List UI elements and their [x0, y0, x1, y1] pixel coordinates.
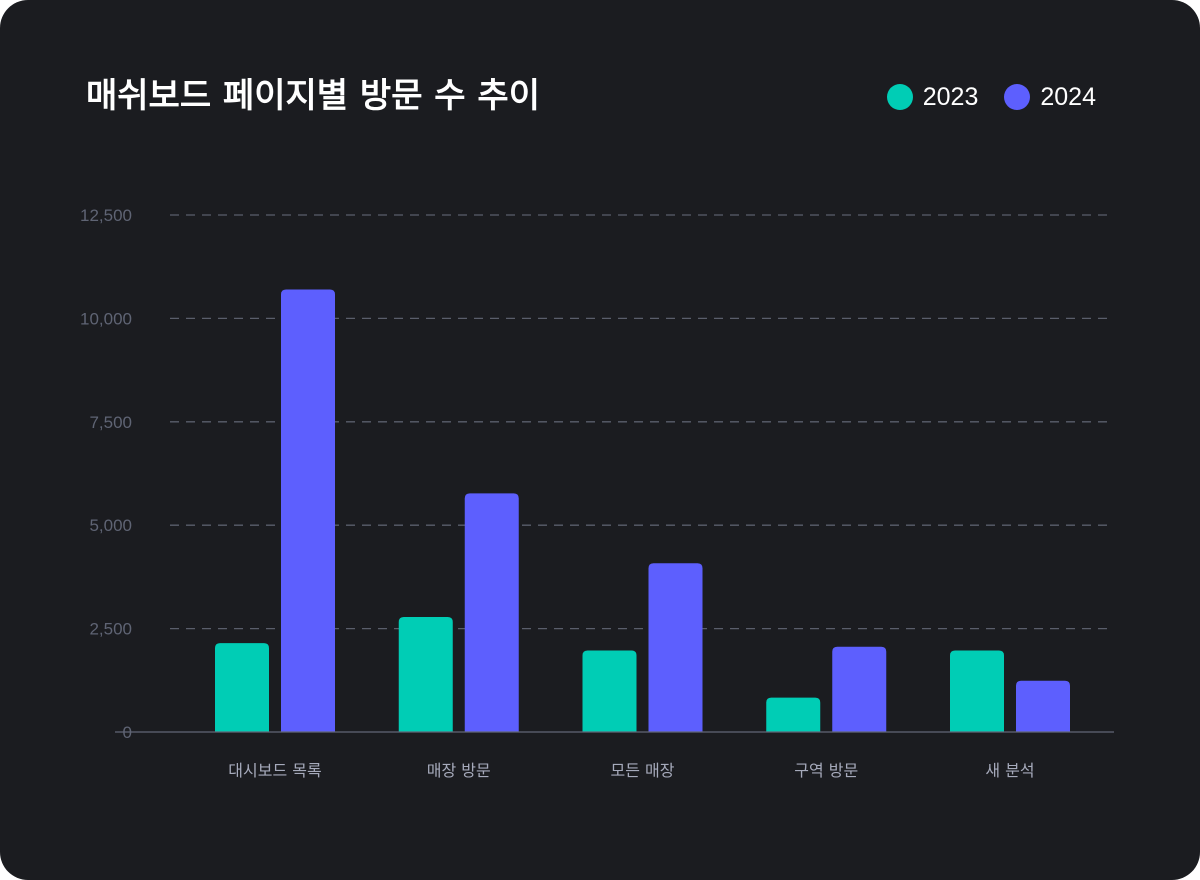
y-tick-label: 7,500	[89, 413, 132, 432]
chart-title: 매쉬보드 페이지별 방문 수 추이	[86, 76, 540, 116]
x-category-label: 모든 매장	[611, 761, 675, 780]
bar-2023	[950, 650, 1004, 732]
bar-2023	[766, 697, 821, 732]
x-category-label: 구역 방문	[794, 761, 858, 780]
legend-swatch-2023	[886, 84, 913, 110]
legend-swatch-2024	[1004, 84, 1031, 110]
y-tick-label: 2,500	[89, 620, 132, 639]
y-tick-label: 0	[123, 723, 132, 742]
axis-labels: 0 2,500 5,000 7,500 10,000 12,500 대시보드 목록 매장 방문…	[80, 206, 1035, 780]
legend-label-2023: 2023	[922, 83, 979, 111]
x-category-label: 대시보드 목록	[228, 761, 321, 780]
bar-2024	[464, 493, 519, 732]
x-category-label: 매장 방문	[427, 761, 491, 780]
legend-label-2024: 2024	[1040, 83, 1096, 111]
bar-2024	[832, 646, 887, 732]
y-tick-label: 12,500	[80, 206, 132, 225]
bar-2024	[281, 289, 335, 732]
chart-legend: 2023 2024	[886, 80, 1096, 114]
legend-item-2023[interactable]: 2023	[886, 80, 979, 114]
grid-lines	[170, 214, 1114, 630]
bar-2023	[215, 643, 269, 732]
x-category-label: 새 분석	[985, 761, 1034, 780]
legend-item-2024[interactable]: 2024	[1004, 80, 1096, 114]
y-tick-label: 5,000	[89, 516, 132, 535]
bar-2023	[582, 650, 637, 732]
bar-2024	[648, 563, 703, 732]
bar-2023	[398, 617, 453, 732]
bars	[215, 289, 1070, 732]
y-tick-label: 10,000	[80, 309, 132, 328]
bar-2024	[1016, 680, 1070, 732]
